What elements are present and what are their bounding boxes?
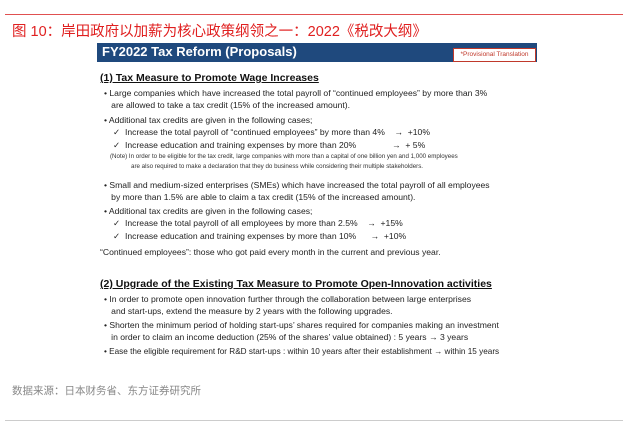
text-line: ✓ Increase the total payroll of all empl…: [113, 218, 403, 228]
text-line: • Additional tax credits are given in th…: [104, 115, 313, 125]
note-line: are also required to make a declaration …: [131, 163, 424, 170]
provisional-badge: *Provisional Translation: [453, 48, 536, 62]
figure-title: 图 10：岸田政府以加薪为核心政策纲领之一：2022《税改大纲》: [12, 24, 427, 40]
note-line: (Note) In order to be eligible for the t…: [110, 153, 458, 160]
text-line: • Large companies which have increased t…: [104, 88, 488, 98]
text-line: • Ease the eligible requirement for R&D …: [104, 347, 500, 356]
text-line: ✓ Increase education and training expens…: [113, 231, 407, 241]
section1-heading: (1) Tax Measure to Promote Wage Increase…: [100, 72, 319, 84]
text-line: and start-ups, extend the measure by 2 y…: [104, 306, 393, 316]
section2-heading: (2) Upgrade of the Existing Tax Measure …: [100, 278, 492, 290]
text-line: • Additional tax credits are given in th…: [104, 206, 313, 216]
text-line: • Shorten the minimum period of holding …: [104, 320, 499, 330]
source-note: 数据来源：日本财务省、东方证券研究所: [12, 385, 201, 397]
text-line: • Small and medium-sized enterprises (SM…: [104, 180, 490, 190]
definition-line: “Continued employees”: those who got pai…: [100, 247, 441, 257]
text-line: ✓ Increase the total payroll of “continu…: [113, 127, 430, 137]
top-divider: [5, 14, 623, 15]
text-line: are allowed to take a tax credit (15% of…: [104, 100, 351, 110]
slide-title: FY2022 Tax Reform (Proposals): [102, 44, 297, 59]
text-line: ✓ Increase education and training expens…: [113, 140, 426, 150]
text-line: by more than 1.5% are able to claim a ta…: [104, 192, 416, 202]
text-line: in order to claim an income deduction (2…: [104, 332, 469, 342]
slide: [97, 42, 537, 372]
text-line: • In order to promote open innovation fu…: [104, 294, 472, 304]
bottom-divider: [5, 420, 623, 421]
slide-header-bar: [97, 43, 537, 62]
